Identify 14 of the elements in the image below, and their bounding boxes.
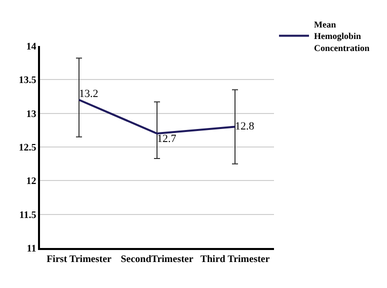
- x-tick-label: Third Trimester: [200, 254, 270, 265]
- legend-label: Mean Hemoglobin Concentration: [314, 20, 370, 53]
- data-label: 12.8: [235, 120, 255, 133]
- y-tick-label: 11: [26, 244, 36, 254]
- data-label: 12.7: [157, 132, 177, 145]
- y-tick-label: 13: [26, 108, 36, 120]
- y-tick-label: 11.5: [19, 210, 36, 221]
- x-tick-label: SecondTrimester: [120, 254, 194, 265]
- y-tick-label: 13.5: [18, 75, 36, 86]
- y-tick-label: 14: [26, 42, 36, 52]
- y-tick-label: 12: [26, 176, 36, 188]
- y-tick-label: 12.5: [18, 142, 36, 154]
- x-tick-label: First Trimester: [46, 254, 112, 265]
- data-label: 13.2: [79, 88, 98, 100]
